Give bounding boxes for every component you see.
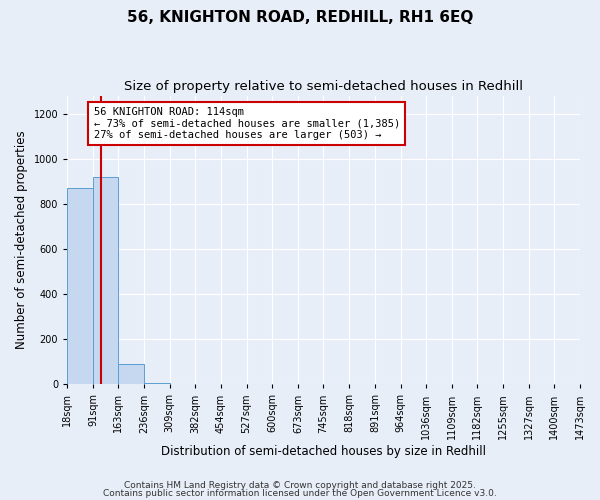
Y-axis label: Number of semi-detached properties: Number of semi-detached properties	[15, 130, 28, 349]
Bar	[144, 383, 170, 384]
Bar	[67, 188, 93, 384]
Text: 56, KNIGHTON ROAD, REDHILL, RH1 6EQ: 56, KNIGHTON ROAD, REDHILL, RH1 6EQ	[127, 10, 473, 25]
Bar	[118, 364, 144, 384]
Text: Contains HM Land Registry data © Crown copyright and database right 2025.: Contains HM Land Registry data © Crown c…	[124, 481, 476, 490]
Title: Size of property relative to semi-detached houses in Redhill: Size of property relative to semi-detach…	[124, 80, 523, 93]
Bar	[93, 177, 118, 384]
X-axis label: Distribution of semi-detached houses by size in Redhill: Distribution of semi-detached houses by …	[161, 444, 486, 458]
Text: Contains public sector information licensed under the Open Government Licence v3: Contains public sector information licen…	[103, 488, 497, 498]
Text: 56 KNIGHTON ROAD: 114sqm
← 73% of semi-detached houses are smaller (1,385)
27% o: 56 KNIGHTON ROAD: 114sqm ← 73% of semi-d…	[94, 107, 400, 140]
